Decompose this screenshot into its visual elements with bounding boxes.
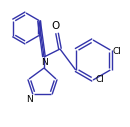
Text: N: N — [41, 58, 47, 67]
Text: N: N — [26, 95, 33, 104]
Text: O: O — [51, 21, 59, 31]
Text: Cl: Cl — [95, 75, 104, 83]
Text: Cl: Cl — [112, 46, 121, 55]
